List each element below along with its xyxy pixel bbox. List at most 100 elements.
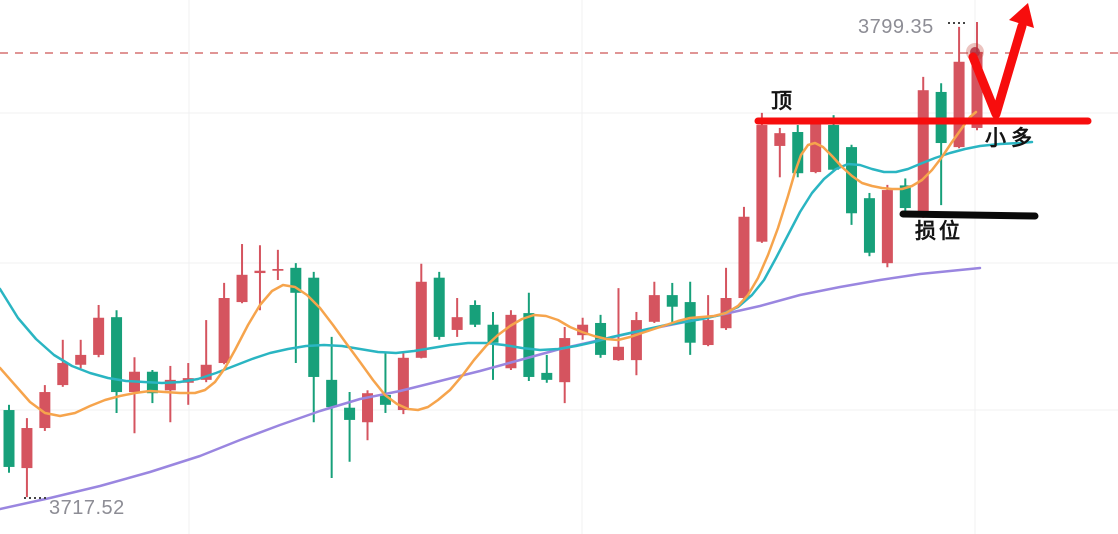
- candle-down: [541, 354, 553, 383]
- ma-mid-cyan: [0, 140, 1034, 385]
- candle-body: [541, 372, 553, 380]
- ma-slow-purple: [0, 266, 982, 511]
- candle-up: [505, 310, 517, 370]
- candle-down: [792, 125, 804, 178]
- candle-body: [3, 410, 15, 467]
- candle-body: [953, 61, 965, 148]
- candle-body: [648, 295, 660, 322]
- candle-up: [774, 127, 786, 178]
- candle-body: [272, 268, 284, 271]
- candle-up: [93, 304, 105, 358]
- candle-body: [39, 392, 51, 429]
- candle-body: [326, 379, 338, 408]
- candle-body: [415, 281, 427, 358]
- candle-up: [200, 320, 212, 383]
- candle-body: [236, 274, 248, 303]
- candle-body: [451, 317, 463, 330]
- highest-price-label: 3799.35: [858, 16, 934, 38]
- candle-body: [738, 216, 750, 299]
- candle-up: [648, 281, 660, 323]
- candle-down: [146, 369, 158, 404]
- candle-body: [612, 346, 624, 361]
- candle-body: [200, 364, 212, 380]
- candle-body: [881, 190, 893, 264]
- candle-body: [379, 394, 391, 405]
- candle-up: [630, 311, 642, 376]
- candle-up: [756, 112, 768, 243]
- candle-body: [362, 393, 374, 423]
- candle-body: [290, 267, 302, 293]
- candle-body: [505, 314, 517, 369]
- ma-fast-orange: [0, 110, 978, 418]
- candle-body: [684, 302, 696, 343]
- candle-up: [397, 353, 409, 415]
- candle-body: [433, 277, 445, 337]
- candle-up: [415, 263, 427, 359]
- candle-body: [164, 379, 176, 391]
- candle-down: [666, 282, 678, 323]
- candle-body: [774, 133, 786, 146]
- candle-body: [111, 317, 123, 393]
- candle-down: [308, 271, 320, 423]
- candle-down: [290, 263, 302, 364]
- candle-up: [218, 282, 230, 365]
- candle-body: [75, 354, 87, 365]
- candle-up: [57, 339, 69, 387]
- stop-loss-annotation-text: 损位: [915, 219, 963, 243]
- candle-body: [666, 295, 678, 307]
- candle-up: [702, 295, 714, 347]
- candle-body: [559, 338, 571, 383]
- stop-loss-line: [899, 210, 1039, 220]
- candle-down: [3, 404, 15, 473]
- candles-layer: [3, 22, 983, 498]
- candle-body: [218, 298, 230, 364]
- candle-up: [953, 26, 965, 149]
- candle-body: [308, 277, 320, 377]
- candle-body: [487, 324, 499, 343]
- lowest-price-label: 3717.52: [49, 497, 125, 519]
- small-long-annotation-text: 小多: [985, 126, 1037, 150]
- candle-up: [39, 385, 51, 431]
- candle-body: [21, 428, 33, 469]
- candle-body: [828, 125, 840, 170]
- candle-up: [577, 317, 589, 340]
- candle-up: [21, 418, 33, 498]
- candle-up: [236, 244, 248, 304]
- bounce-up-arrowhead: [1009, 3, 1034, 28]
- candle-up: [128, 357, 140, 434]
- candle-up: [164, 365, 176, 423]
- candle-up: [272, 249, 284, 281]
- candle-down: [899, 178, 911, 211]
- candle-body: [792, 131, 804, 174]
- candle-down: [379, 353, 391, 413]
- candle-up: [451, 298, 463, 337]
- candle-down: [523, 292, 535, 382]
- candle-up: [810, 118, 822, 174]
- candle-body: [935, 91, 947, 144]
- candle-body: [93, 317, 105, 355]
- candle-body: [577, 324, 589, 336]
- candle-down: [344, 392, 356, 462]
- candle-body: [810, 122, 822, 173]
- candle-up: [720, 267, 732, 330]
- candle-body: [397, 357, 409, 411]
- candle-body: [523, 313, 535, 377]
- candle-up: [917, 76, 929, 218]
- candle-body: [57, 363, 69, 386]
- candle-up: [182, 363, 194, 405]
- candle-body: [846, 147, 858, 214]
- candle-body: [917, 90, 929, 217]
- candle-up: [559, 327, 571, 404]
- candle-down: [863, 192, 875, 257]
- candle-down: [469, 300, 481, 328]
- candle-down: [433, 271, 445, 340]
- candle-up: [612, 288, 624, 361]
- top-resistance-annotation-text: 顶: [771, 89, 792, 113]
- candle-body: [971, 51, 983, 128]
- candle-up: [738, 206, 750, 300]
- candle-body: [756, 125, 768, 242]
- candle-body: [254, 270, 266, 274]
